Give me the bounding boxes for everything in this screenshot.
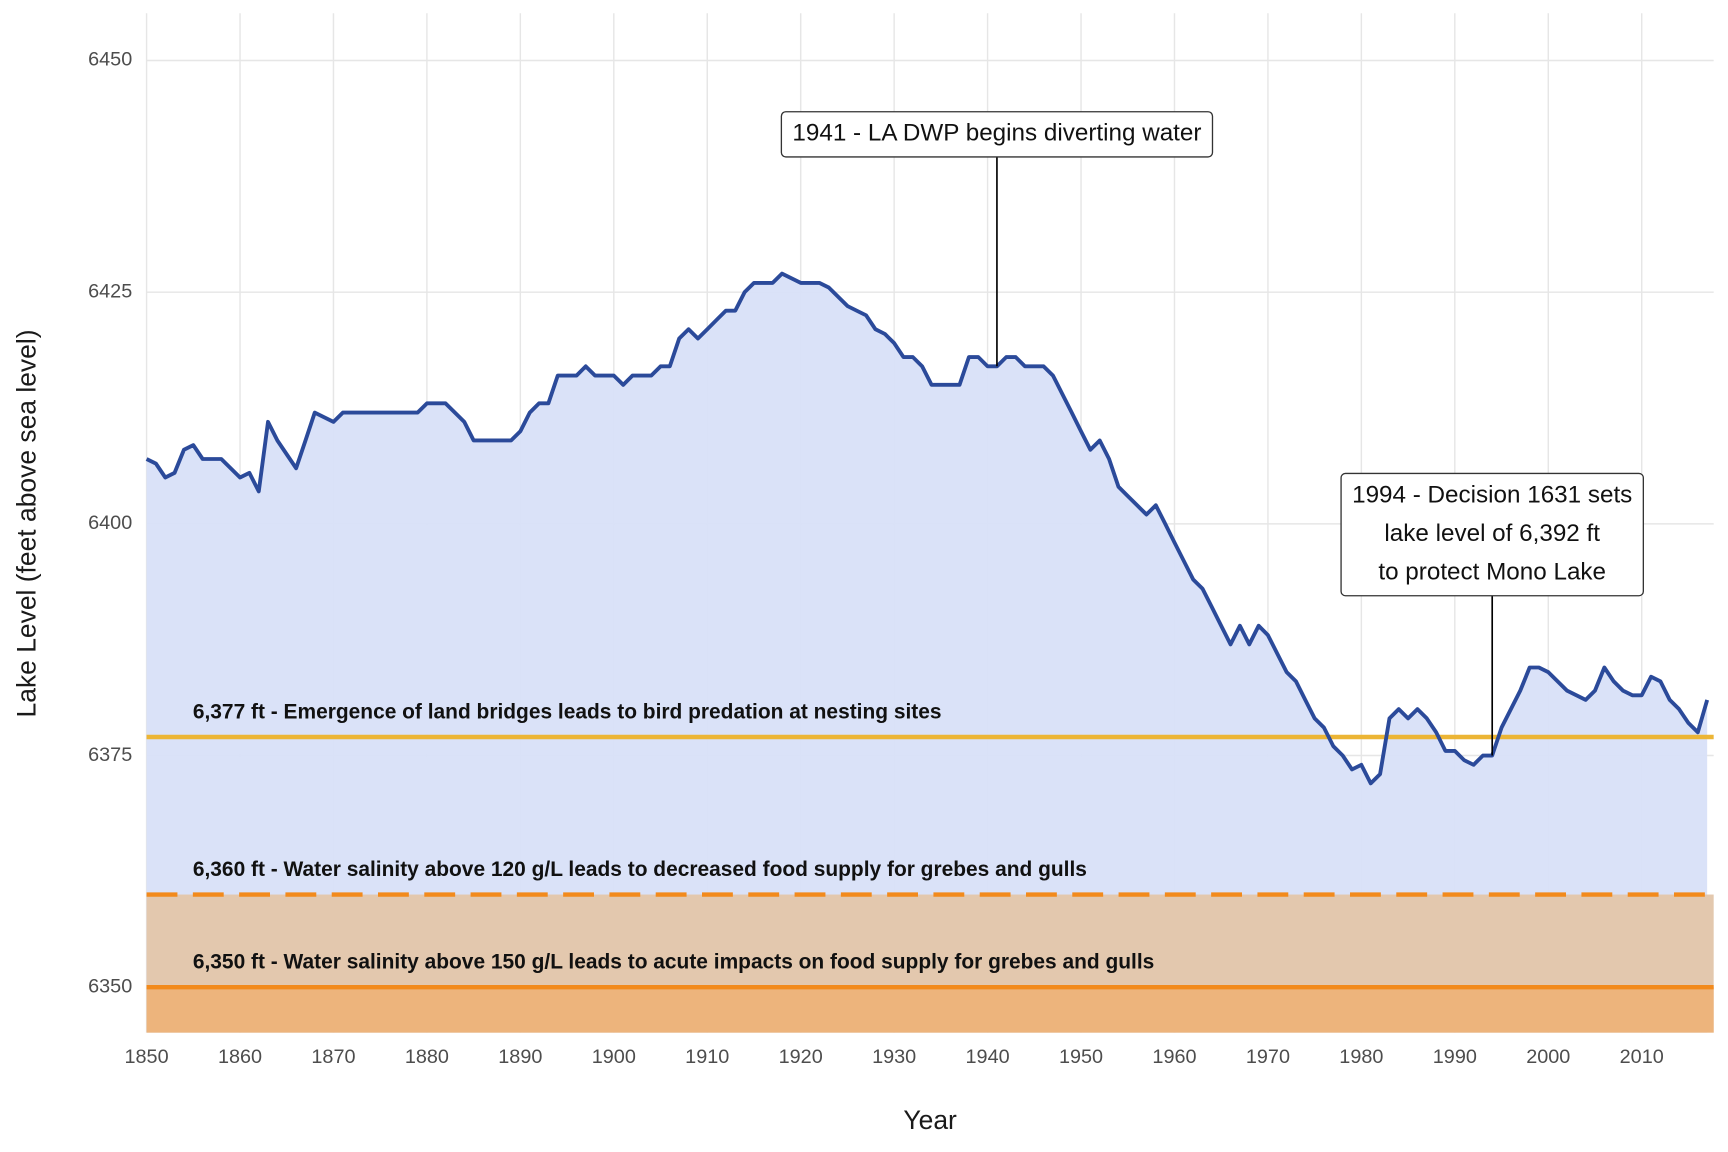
x-tick-label: 1940 bbox=[966, 1046, 1010, 1068]
y-tick-label: 6400 bbox=[88, 512, 132, 534]
threshold-label: 6,377 ft - Emergence of land bridges lea… bbox=[193, 700, 942, 723]
y-tick-label: 6375 bbox=[88, 744, 132, 766]
x-tick-label: 1970 bbox=[1246, 1046, 1290, 1068]
y-axis-title: Lake Level (feet above sea level) bbox=[12, 329, 42, 717]
x-tick-label: 1990 bbox=[1433, 1046, 1477, 1068]
x-tick-label: 1850 bbox=[125, 1046, 169, 1068]
x-tick-label: 1870 bbox=[311, 1046, 355, 1068]
x-tick-label: 1960 bbox=[1152, 1046, 1196, 1068]
annotation-text: 1941 - LA DWP begins diverting water bbox=[792, 120, 1201, 147]
x-tick-label: 2010 bbox=[1620, 1046, 1664, 1068]
x-tick-label: 1900 bbox=[592, 1046, 636, 1068]
x-tick-label: 1890 bbox=[498, 1046, 542, 1068]
x-tick-label: 1950 bbox=[1059, 1046, 1103, 1068]
threshold-label: 6,350 ft - Water salinity above 150 g/L … bbox=[193, 950, 1154, 973]
annotation-box bbox=[1340, 472, 1644, 597]
y-tick-label: 6350 bbox=[88, 975, 132, 997]
annotation-text: to protect Mono Lake bbox=[1378, 559, 1606, 586]
area bbox=[146, 273, 1708, 1033]
y-tick-label: 6450 bbox=[88, 49, 132, 71]
lake-level-line bbox=[145, 271, 1710, 786]
threshold-label: 6,360 ft - Water salinity above 120 g/L … bbox=[193, 858, 1087, 881]
threshold-band bbox=[146, 987, 1714, 1033]
x-tick-label: 1930 bbox=[872, 1046, 916, 1068]
x-tick-label: 1910 bbox=[685, 1046, 729, 1068]
x-axis-title: Year bbox=[903, 1105, 957, 1135]
annotation-text: lake level of 6,392 ft bbox=[1384, 520, 1600, 547]
annotation-text: 1994 - Decision 1631 sets bbox=[1352, 481, 1632, 508]
x-tick-label: 1980 bbox=[1339, 1046, 1383, 1068]
annotation-box bbox=[780, 111, 1214, 158]
x-tick-label: 1880 bbox=[405, 1046, 449, 1068]
x-tick-label: 2000 bbox=[1526, 1046, 1570, 1068]
x-tick-label: 1860 bbox=[218, 1046, 262, 1068]
annotation: 1941 - LA DWP begins diverting water bbox=[780, 111, 1214, 367]
annotation: 1994 - Decision 1631 sets lake level of 6… bbox=[1340, 472, 1644, 756]
x-tick-label: 1920 bbox=[779, 1046, 823, 1068]
y-tick-label: 6425 bbox=[88, 280, 132, 302]
